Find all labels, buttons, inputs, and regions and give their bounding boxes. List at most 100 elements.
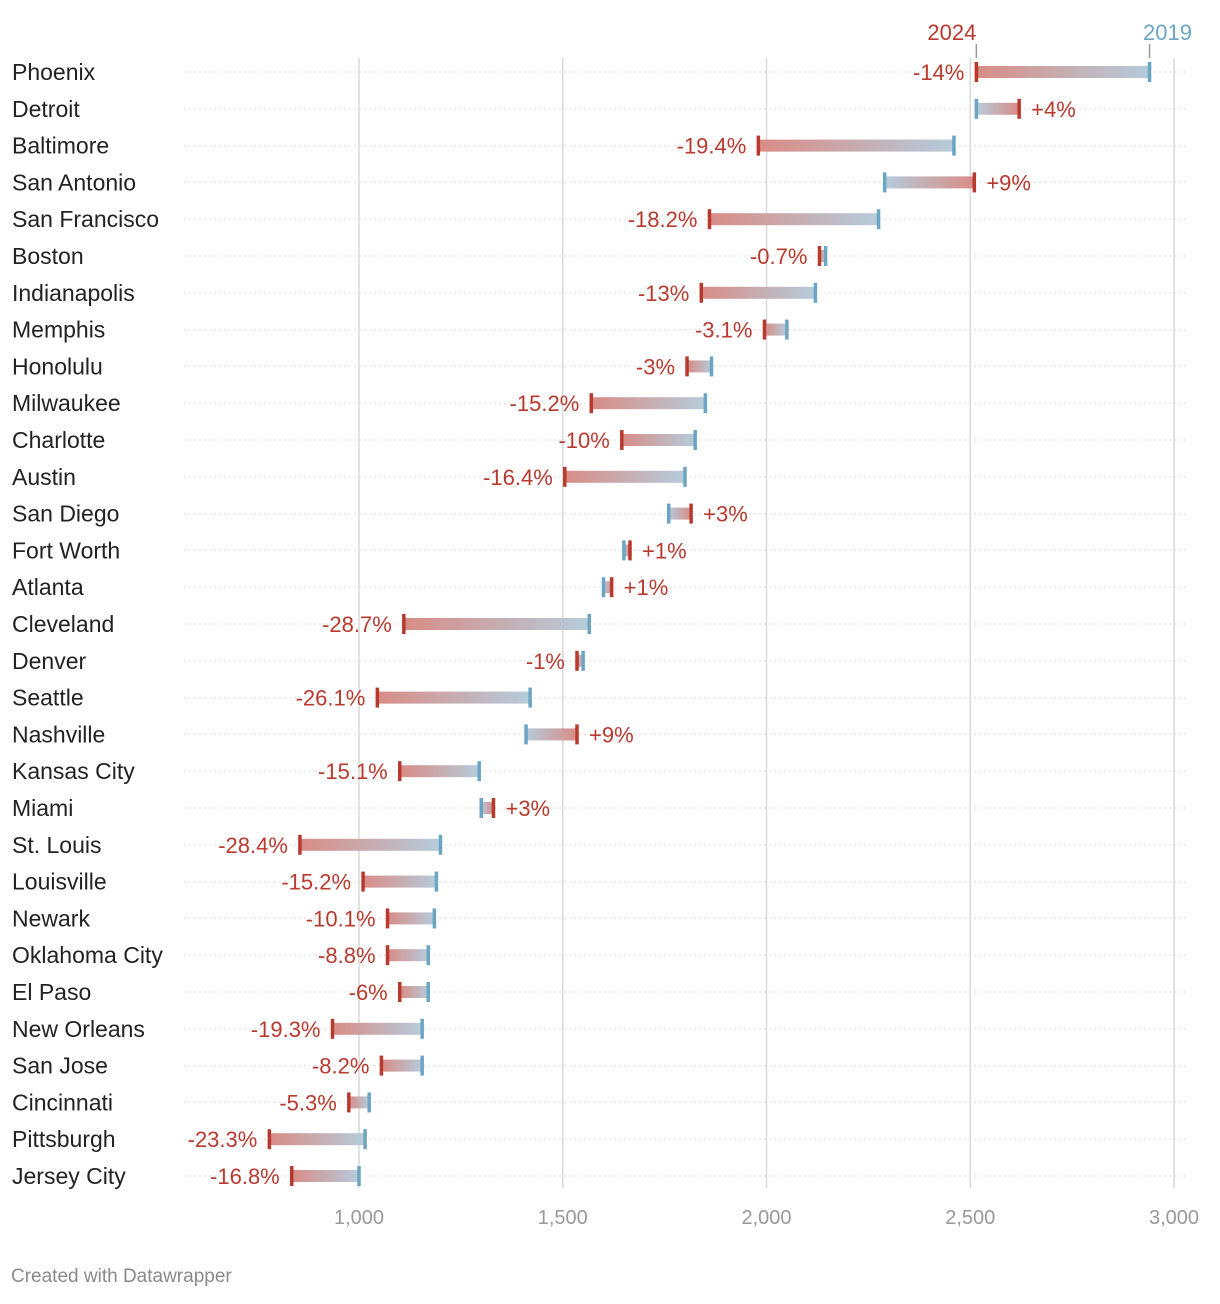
range-bar: [623, 544, 630, 557]
marker-2024: [972, 172, 977, 193]
gridlines: [358, 58, 1175, 1188]
row-cincinnati: Cincinnati -5.3%: [12, 1089, 1188, 1115]
city-label: Louisville: [12, 869, 107, 895]
marker-2024: [707, 209, 712, 230]
marker-2019: [601, 577, 606, 598]
range-bar: [701, 286, 816, 299]
marker-2019: [683, 466, 687, 487]
city-label: Oklahoma City: [12, 942, 163, 968]
range-bar: [399, 765, 480, 778]
marker-2024: [575, 724, 579, 745]
change-label: -18.2%: [628, 207, 698, 232]
row-memphis: Memphis -3.1%: [12, 317, 1188, 343]
row-nashville: Nashville +9%: [12, 721, 1188, 747]
change-label: +3%: [505, 796, 550, 821]
city-label: New Orleans: [12, 1016, 145, 1042]
city-label: Miami: [12, 795, 73, 821]
range-bar: [526, 728, 578, 741]
change-label: -3%: [636, 354, 675, 379]
row-fort-worth: Fort Worth +1%: [12, 537, 1188, 563]
marker-2019: [581, 650, 585, 671]
range-bar: [332, 1022, 423, 1035]
marker-2024: [298, 834, 302, 855]
city-label: Baltimore: [12, 133, 109, 159]
datawrapper-credit: Created with Datawrapper: [11, 1266, 232, 1287]
marker-2019: [528, 687, 532, 708]
row-seattle: Seattle -26.1%: [12, 685, 1188, 711]
marker-2024: [628, 540, 632, 561]
marker-2024: [817, 246, 822, 266]
change-label: -8.8%: [318, 943, 375, 968]
range-bar: [399, 986, 429, 998]
change-label: -10.1%: [306, 906, 376, 931]
change-label: -16.8%: [210, 1164, 280, 1189]
row-miami: Miami +3%: [12, 795, 1188, 821]
marker-2019: [693, 430, 697, 450]
marker-2024: [385, 945, 390, 966]
row-louisville: Louisville -15.2%: [12, 869, 1188, 895]
x-tick-label: 2,500: [945, 1207, 995, 1229]
marker-2024: [699, 282, 704, 303]
change-label: -26.1%: [296, 686, 366, 711]
legend-2019: 2019: [1143, 20, 1192, 45]
range-bar: [764, 323, 787, 336]
change-label: -15.2%: [281, 870, 351, 895]
row-indianapolis: Indianapolis -13%: [12, 280, 1188, 306]
marker-2019: [974, 98, 979, 119]
city-label: San Jose: [12, 1053, 108, 1079]
marker-2024: [756, 135, 761, 156]
range-bar: [591, 397, 706, 410]
city-label: Indianapolis: [12, 280, 135, 306]
marker-2019: [479, 798, 483, 818]
change-label: -23.3%: [188, 1127, 258, 1152]
change-label: +1%: [642, 538, 687, 563]
row-austin: Austin -16.4%: [12, 464, 1188, 490]
marker-2024: [491, 798, 496, 818]
city-label: Milwaukee: [12, 390, 121, 416]
change-label: -8.2%: [312, 1054, 369, 1079]
row-san-antonio: San Antonio +9%: [12, 169, 1188, 195]
change-label: -6%: [349, 980, 388, 1005]
chart-rows: Phoenix -14% Detroit +4% Baltimore -19.4% San …: [12, 59, 1188, 1189]
change-label: +9%: [986, 170, 1031, 195]
marker-2019: [785, 319, 789, 340]
row-san-jose: San Jose -8.2%: [12, 1053, 1188, 1079]
city-label: Detroit: [12, 96, 80, 122]
row-jersey-city: Jersey City -16.8%: [12, 1163, 1188, 1189]
row-san-diego: San Diego +3%: [12, 501, 1188, 527]
marker-2024: [620, 430, 624, 450]
marker-2024: [385, 908, 390, 929]
marker-2019: [420, 1018, 424, 1039]
marker-2019: [709, 356, 714, 377]
city-label: Denver: [12, 648, 86, 674]
marker-2019: [876, 209, 881, 230]
change-label: -14%: [913, 60, 964, 85]
city-label: Kansas City: [12, 758, 135, 784]
row-newark: Newark -10.1%: [12, 905, 1188, 931]
marker-2024: [361, 871, 365, 892]
change-label: +1%: [624, 575, 669, 600]
marker-2019: [622, 540, 626, 561]
range-bar: [348, 1096, 370, 1109]
marker-2019: [438, 834, 443, 855]
range-bar: [481, 802, 494, 814]
x-tick-label: 1,000: [334, 1207, 384, 1229]
range-bar: [387, 949, 429, 962]
city-label: Newark: [12, 905, 90, 931]
city-label: Boston: [12, 243, 84, 269]
range-bar: [564, 470, 685, 483]
row-san-francisco: San Francisco -18.2%: [12, 206, 1188, 232]
marker-2024: [689, 503, 693, 524]
x-tick-label: 3,000: [1149, 1207, 1199, 1229]
x-tick-label: 2,000: [741, 1207, 791, 1229]
marker-2024: [762, 319, 767, 340]
marker-2019: [1147, 62, 1152, 82]
range-bar: [387, 912, 435, 925]
city-label: Charlotte: [12, 427, 105, 453]
city-label: Austin: [12, 464, 76, 490]
range-bar: [363, 875, 437, 888]
city-label: Fort Worth: [12, 537, 120, 563]
marker-2019: [477, 761, 481, 782]
marker-2019: [434, 871, 439, 892]
range-bar: [299, 838, 441, 851]
